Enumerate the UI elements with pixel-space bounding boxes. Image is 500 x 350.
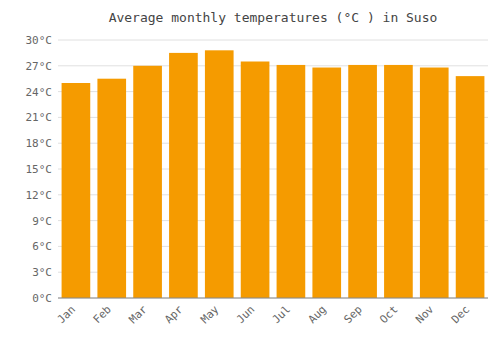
y-tick-label: 21°C	[26, 111, 53, 124]
x-tick-label: Jun	[234, 303, 257, 326]
y-tick-label: 15°C	[26, 163, 53, 176]
bar	[277, 65, 306, 298]
x-tick-label: Feb	[91, 303, 114, 326]
bar	[97, 79, 126, 298]
x-tick-label: Dec	[449, 303, 472, 326]
bar	[205, 50, 234, 298]
x-tick-label: Jul	[270, 303, 293, 326]
chart-container: Average monthly temperatures (°C ) in Su…	[0, 0, 500, 350]
bar	[169, 53, 198, 298]
y-tick-label: 27°C	[26, 60, 53, 73]
x-tick-label: Sep	[341, 303, 364, 326]
y-tick-label: 6°C	[32, 240, 52, 253]
title: Average monthly temperatures (°C ) in Su…	[109, 10, 438, 25]
grid-line	[58, 298, 488, 299]
y-tick-label: 18°C	[26, 137, 53, 150]
y-tick-label: 12°C	[26, 189, 53, 202]
x-axis-line	[58, 298, 488, 299]
y-tick-label: 24°C	[26, 86, 53, 99]
y-tick-label: 9°C	[32, 215, 52, 228]
grid	[58, 40, 488, 298]
grid-line	[58, 40, 488, 41]
x-tick-label: Apr	[162, 303, 186, 327]
y-tick-label: 0°C	[32, 292, 52, 305]
bars	[62, 50, 485, 298]
bar	[62, 83, 91, 298]
x-tick-label: Mar	[126, 303, 150, 327]
x-tick-label: Jan	[55, 303, 78, 326]
bar	[384, 65, 413, 298]
bar	[312, 68, 341, 298]
bar	[133, 66, 162, 298]
x-tick-label: May	[198, 303, 222, 327]
chart: Average monthly temperatures (°C ) in Su…	[0, 0, 500, 350]
y-tick-label: 3°C	[32, 266, 52, 279]
bar	[241, 62, 270, 299]
grid-line	[58, 65, 488, 66]
x-tick-label: Nov	[413, 303, 437, 327]
y-tick-label: 30°C	[26, 34, 53, 47]
x-tick-label: Aug	[306, 303, 329, 326]
bar	[456, 76, 485, 298]
bar	[348, 65, 377, 298]
x-tick-label: Oct	[377, 303, 400, 326]
bar	[420, 68, 449, 298]
